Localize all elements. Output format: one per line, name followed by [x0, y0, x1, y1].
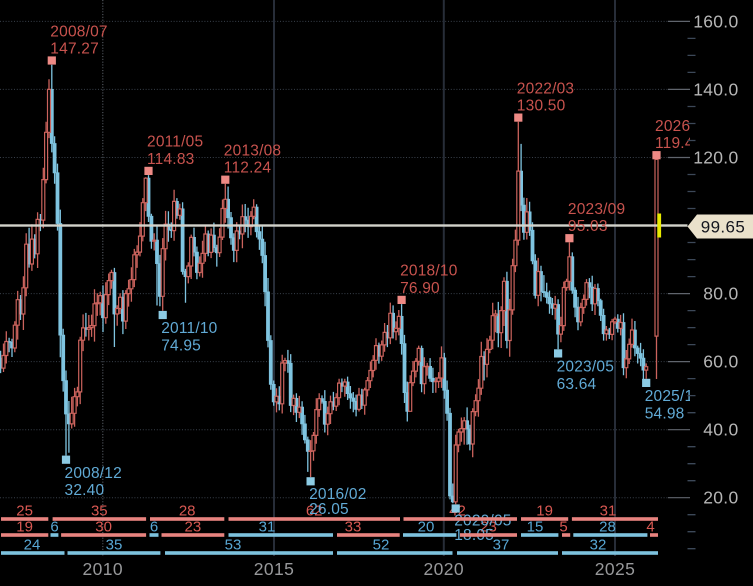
- svg-text:2020/05: 2020/05: [454, 512, 511, 529]
- svg-text:62: 62: [306, 502, 323, 519]
- svg-text:20.0: 20.0: [703, 488, 738, 508]
- svg-text:26.05: 26.05: [309, 501, 349, 518]
- svg-text:2013/08: 2013/08: [224, 143, 281, 160]
- svg-text:19: 19: [536, 502, 553, 519]
- svg-text:2025/12: 2025/12: [645, 388, 702, 405]
- svg-text:2016/02: 2016/02: [309, 486, 366, 503]
- svg-text:25: 25: [16, 502, 33, 519]
- svg-text:4: 4: [646, 518, 654, 535]
- svg-text:2023/09: 2023/09: [568, 201, 625, 218]
- svg-text:2015: 2015: [254, 559, 295, 579]
- svg-text:74.95: 74.95: [161, 337, 201, 354]
- svg-text:2020: 2020: [424, 559, 465, 579]
- svg-text:20: 20: [418, 518, 435, 535]
- svg-text:28: 28: [599, 518, 616, 535]
- svg-text:95.03: 95.03: [568, 218, 608, 235]
- svg-text:15: 15: [527, 518, 544, 535]
- svg-text:2026: 2026: [655, 118, 690, 135]
- svg-text:130.50: 130.50: [517, 98, 566, 115]
- svg-text:54.98: 54.98: [645, 405, 685, 422]
- svg-text:2022/03: 2022/03: [517, 80, 574, 97]
- svg-text:63.64: 63.64: [557, 376, 597, 393]
- svg-text:2010: 2010: [83, 559, 124, 579]
- svg-text:2008/12: 2008/12: [65, 465, 122, 482]
- svg-text:60.0: 60.0: [703, 352, 738, 372]
- svg-text:5: 5: [559, 518, 567, 535]
- svg-text:24: 24: [24, 536, 41, 553]
- svg-text:6: 6: [150, 518, 158, 535]
- svg-text:147.27: 147.27: [50, 40, 99, 57]
- svg-text:160.0: 160.0: [693, 11, 738, 31]
- svg-text:40.0: 40.0: [703, 420, 738, 440]
- svg-text:37: 37: [493, 536, 510, 553]
- svg-text:53: 53: [225, 536, 242, 553]
- svg-text:35: 35: [106, 536, 123, 553]
- svg-text:114.83: 114.83: [147, 151, 194, 168]
- svg-text:30: 30: [95, 518, 112, 535]
- svg-text:33: 33: [345, 518, 362, 535]
- svg-text:19: 19: [16, 518, 33, 535]
- svg-text:2025: 2025: [595, 559, 636, 579]
- svg-text:80.0: 80.0: [703, 284, 738, 304]
- svg-text:99.65: 99.65: [701, 218, 746, 237]
- svg-text:120.0: 120.0: [693, 148, 738, 168]
- svg-text:28: 28: [179, 502, 196, 519]
- svg-text:76.90: 76.90: [400, 280, 440, 297]
- svg-text:52: 52: [373, 536, 390, 553]
- svg-text:31: 31: [259, 518, 276, 535]
- svg-text:23: 23: [480, 518, 497, 535]
- svg-text:32: 32: [590, 536, 607, 553]
- svg-text:2018/10: 2018/10: [400, 263, 458, 280]
- svg-text:112.24: 112.24: [224, 160, 272, 177]
- svg-text:2011/05: 2011/05: [147, 134, 203, 151]
- svg-text:35: 35: [91, 502, 108, 519]
- svg-text:31: 31: [600, 502, 617, 519]
- svg-text:2023/05: 2023/05: [557, 359, 614, 376]
- svg-text:32.40: 32.40: [65, 482, 105, 499]
- svg-text:23: 23: [185, 518, 202, 535]
- svg-text:2011/10: 2011/10: [161, 320, 217, 337]
- svg-text:140.0: 140.0: [693, 79, 738, 99]
- svg-text:2008/07: 2008/07: [50, 23, 107, 40]
- svg-text:6: 6: [50, 518, 58, 535]
